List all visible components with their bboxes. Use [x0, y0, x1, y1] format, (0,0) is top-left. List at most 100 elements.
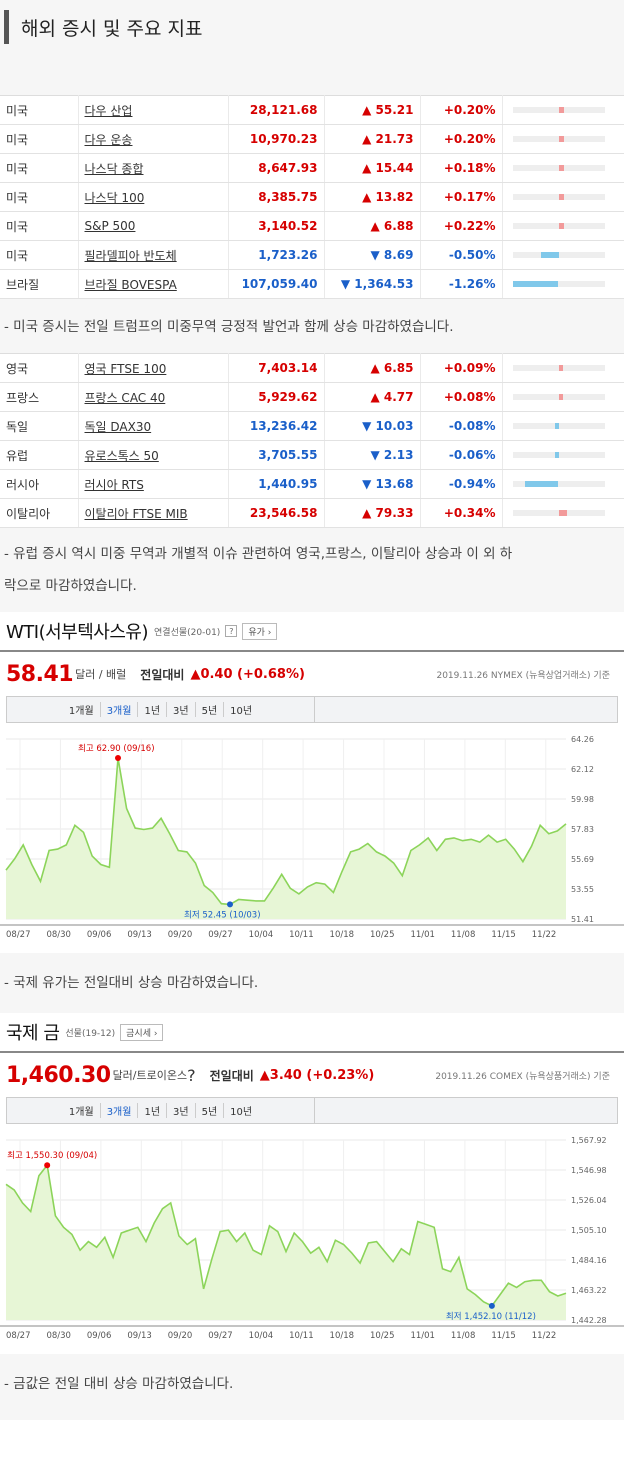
index-name-link[interactable]: 러시아 RTS — [78, 469, 229, 499]
country-cell: 독일 — [0, 411, 79, 441]
x-tick-label: 11/15 — [491, 1331, 516, 1341]
index-name-link[interactable]: 나스닥 종합 — [78, 153, 229, 183]
change-bar — [512, 452, 605, 458]
period-tab[interactable]: 1개월 — [63, 1103, 101, 1118]
change-bar — [512, 107, 605, 113]
change-bar — [512, 510, 605, 516]
wti-widget: WTI(서부텍사스유) 연결선물(20-01) ? 유가 › 58.41 달러 … — [0, 612, 624, 953]
index-row: 독일 독일 DAX30 13,236.42 ▼ 10.03 -0.08% — [0, 411, 624, 441]
change-bar-cell — [502, 469, 624, 499]
index-change: ▲ 79.33 — [324, 498, 421, 528]
note-gold-text: - 금값은 전일 대비 상승 마감하였습니다. — [4, 1376, 234, 1392]
index-name-link[interactable]: 영국 FTSE 100 — [78, 353, 229, 383]
index-name-link[interactable]: 독일 DAX30 — [78, 411, 229, 441]
help-icon[interactable]: ? — [225, 625, 238, 637]
period-tab[interactable]: 3개월 — [101, 702, 139, 717]
change-bar-cell — [502, 269, 624, 299]
x-tick-label: 10/25 — [370, 1331, 395, 1341]
wti-source: 2019.11.26 NYMEX (뉴욕상업거래소) 기준 — [436, 670, 610, 681]
min-label: 최저 1,452.10 (11/12) — [446, 1311, 536, 1322]
price-line — [5, 757, 567, 906]
price-area — [6, 1165, 566, 1320]
note-wti-text: - 국제 유가는 전일대비 상승 마감하였습니다. — [4, 975, 259, 991]
section-header-area: 해외 증시 및 주요 지표 — [0, 0, 624, 64]
index-change: ▲ 4.77 — [324, 382, 421, 412]
index-name-link[interactable]: 다우 산업 — [78, 95, 229, 125]
change-bar — [512, 165, 605, 171]
x-tick-label: 09/06 — [87, 1331, 112, 1341]
index-name-link[interactable]: 브라질 BOVESPA — [78, 269, 229, 299]
index-name-link[interactable]: 다우 운송 — [78, 124, 229, 154]
gold-widget: 국제 금 선물(19-12) 금시세 › 1,460.30 달러/트로이온스 ?… — [0, 1013, 624, 1354]
index-change: ▲ 6.85 — [324, 353, 421, 383]
wti-header: WTI(서부텍사스유) 연결선물(20-01) ? 유가 › — [0, 612, 624, 652]
period-tab[interactable]: 5년 — [196, 702, 225, 717]
index-name-link[interactable]: 필라델피아 반도체 — [78, 240, 229, 270]
index-value: 28,121.68 — [228, 95, 325, 125]
period-tab[interactable]: 5년 — [196, 1103, 225, 1118]
period-tab[interactable]: 1년 — [138, 702, 168, 717]
index-name-link[interactable]: 이탈리아 FTSE MIB — [78, 498, 229, 528]
change-bar — [512, 365, 605, 371]
us-index-table: 미국 다우 산업 28,121.68 ▲ 55.21 +0.20% 미국 다우 운송 10,9… — [0, 95, 624, 299]
index-percent: +0.18% — [420, 153, 503, 183]
period-tab[interactable]: 1개월 — [63, 702, 101, 717]
index-name-link[interactable]: 나스닥 100 — [78, 182, 229, 212]
period-tab[interactable]: 1년 — [138, 1103, 168, 1118]
period-tab[interactable]: 3년 — [167, 702, 196, 717]
x-tick-label: 11/15 — [491, 930, 516, 940]
period-tab[interactable]: 10년 — [230, 706, 253, 717]
index-name-link[interactable]: 유로스톡스 50 — [78, 440, 229, 470]
y-tick-label: 1,484.16 — [571, 1256, 607, 1265]
index-name-link[interactable]: 프랑스 CAC 40 — [78, 382, 229, 412]
gold-source: 2019.11.26 COMEX (뉴욕상품거래소) 기준 — [435, 1071, 610, 1082]
index-row: 미국 필라델피아 반도체 1,723.26 ▼ 8.69 -0.50% — [0, 240, 624, 270]
wti-contract: 연결선물(20-01) — [154, 627, 221, 638]
wti-title: WTI(서부텍사스유) — [6, 622, 149, 643]
change-bar — [512, 281, 605, 287]
period-tab[interactable]: 3년 — [167, 1103, 196, 1118]
y-tick-label: 59.98 — [571, 795, 594, 804]
max-marker — [115, 755, 121, 762]
index-change: ▼ 8.69 — [324, 240, 421, 270]
change-bar-fill — [524, 481, 559, 487]
x-tick-label: 11/01 — [410, 930, 435, 940]
gold-unit: 달러/트로이온스 — [112, 1069, 188, 1082]
country-cell: 미국 — [0, 124, 79, 154]
change-bar-cell — [502, 240, 624, 270]
index-value: 7,403.14 — [228, 353, 325, 383]
x-tick-label: 10/11 — [289, 1331, 314, 1341]
eu-index-table: 영국 영국 FTSE 100 7,403.14 ▲ 6.85 +0.09% 프랑스 프랑스 … — [0, 353, 624, 528]
change-bar-fill — [558, 194, 564, 200]
gold-price-button[interactable]: 금시세 › — [120, 1023, 164, 1041]
country-cell: 이탈리아 — [0, 498, 79, 528]
index-name-link[interactable]: S&P 500 — [78, 211, 229, 241]
index-change: ▲ 13.82 — [324, 182, 421, 212]
index-row: 미국 나스닥 종합 8,647.93 ▲ 15.44 +0.18% — [0, 153, 624, 183]
gold-tab-group: 1개월 3개월 1년 3년 5년 10년 — [7, 1098, 315, 1123]
y-tick-label: 1,505.10 — [571, 1226, 607, 1235]
index-percent: -0.94% — [420, 469, 503, 499]
y-tick-label: 64.26 — [571, 735, 594, 744]
x-tick-label: 08/27 — [6, 1331, 31, 1341]
min-marker — [227, 901, 233, 908]
period-tab[interactable]: 3개월 — [101, 1103, 139, 1118]
index-row: 미국 다우 산업 28,121.68 ▲ 55.21 +0.20% — [0, 95, 624, 125]
index-value: 5,929.62 — [228, 382, 325, 412]
period-tab[interactable]: 10년 — [230, 1107, 253, 1118]
y-tick-label: 1,567.92 — [571, 1136, 607, 1145]
oil-price-button[interactable]: 유가 › — [242, 622, 278, 640]
x-tick-label: 09/06 — [87, 930, 112, 940]
index-value: 107,059.40 — [228, 269, 325, 299]
index-row: 영국 영국 FTSE 100 7,403.14 ▲ 6.85 +0.09% — [0, 353, 624, 383]
index-value: 8,385.75 — [228, 182, 325, 212]
min-label: 최저 52.45 (10/03) — [184, 909, 261, 920]
index-percent: +0.20% — [420, 124, 503, 154]
wti-compare-value: ▲0.40 (+0.68%) — [190, 666, 305, 682]
change-bar-cell — [502, 382, 624, 412]
index-percent: -0.50% — [420, 240, 503, 270]
x-tick-label: 10/18 — [330, 930, 355, 940]
gold-chart: 1,567.92 1,546.98 1,526.04 1,505.10 1,484.16… — [0, 1124, 624, 1350]
help-icon[interactable]: ? — [187, 1065, 196, 1085]
change-bar-cell — [502, 124, 624, 154]
